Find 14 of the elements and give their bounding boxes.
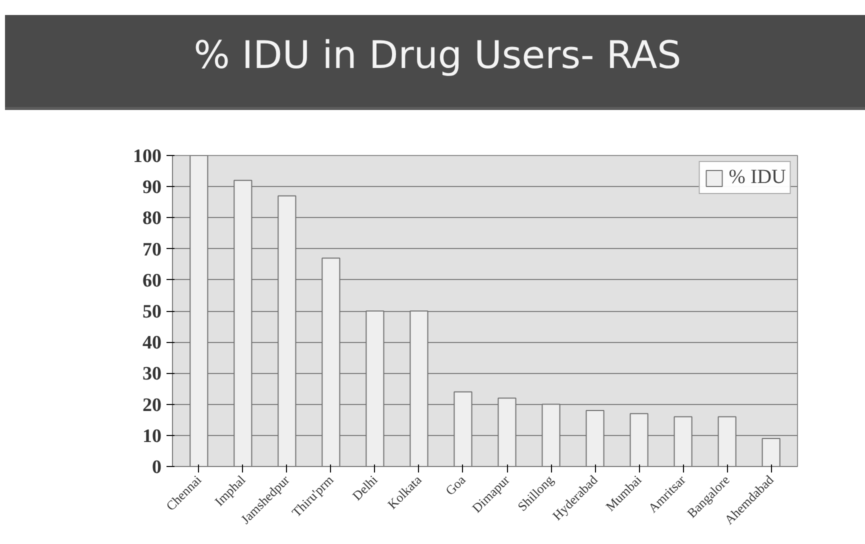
y-tick-label: 100 <box>133 146 162 167</box>
y-tick-label: 10 <box>142 426 162 447</box>
y-tick-label: 60 <box>142 270 162 292</box>
y-tick-label: 0 <box>152 457 162 478</box>
y-tick-label: 50 <box>142 302 162 322</box>
y-tick-label: 90 <box>142 177 162 198</box>
legend-label: % IDU <box>728 166 786 189</box>
chart-title: % IDU in Drug Users- RAS <box>194 32 682 79</box>
y-tick-label: 30 <box>142 364 162 385</box>
y-tick-label: 40 <box>142 332 162 354</box>
y-tick-label: 80 <box>142 208 162 230</box>
y-tick-label: 20 <box>142 394 162 416</box>
x-tick-label: Goa <box>442 472 468 498</box>
y-tick-label: 70 <box>142 239 162 260</box>
